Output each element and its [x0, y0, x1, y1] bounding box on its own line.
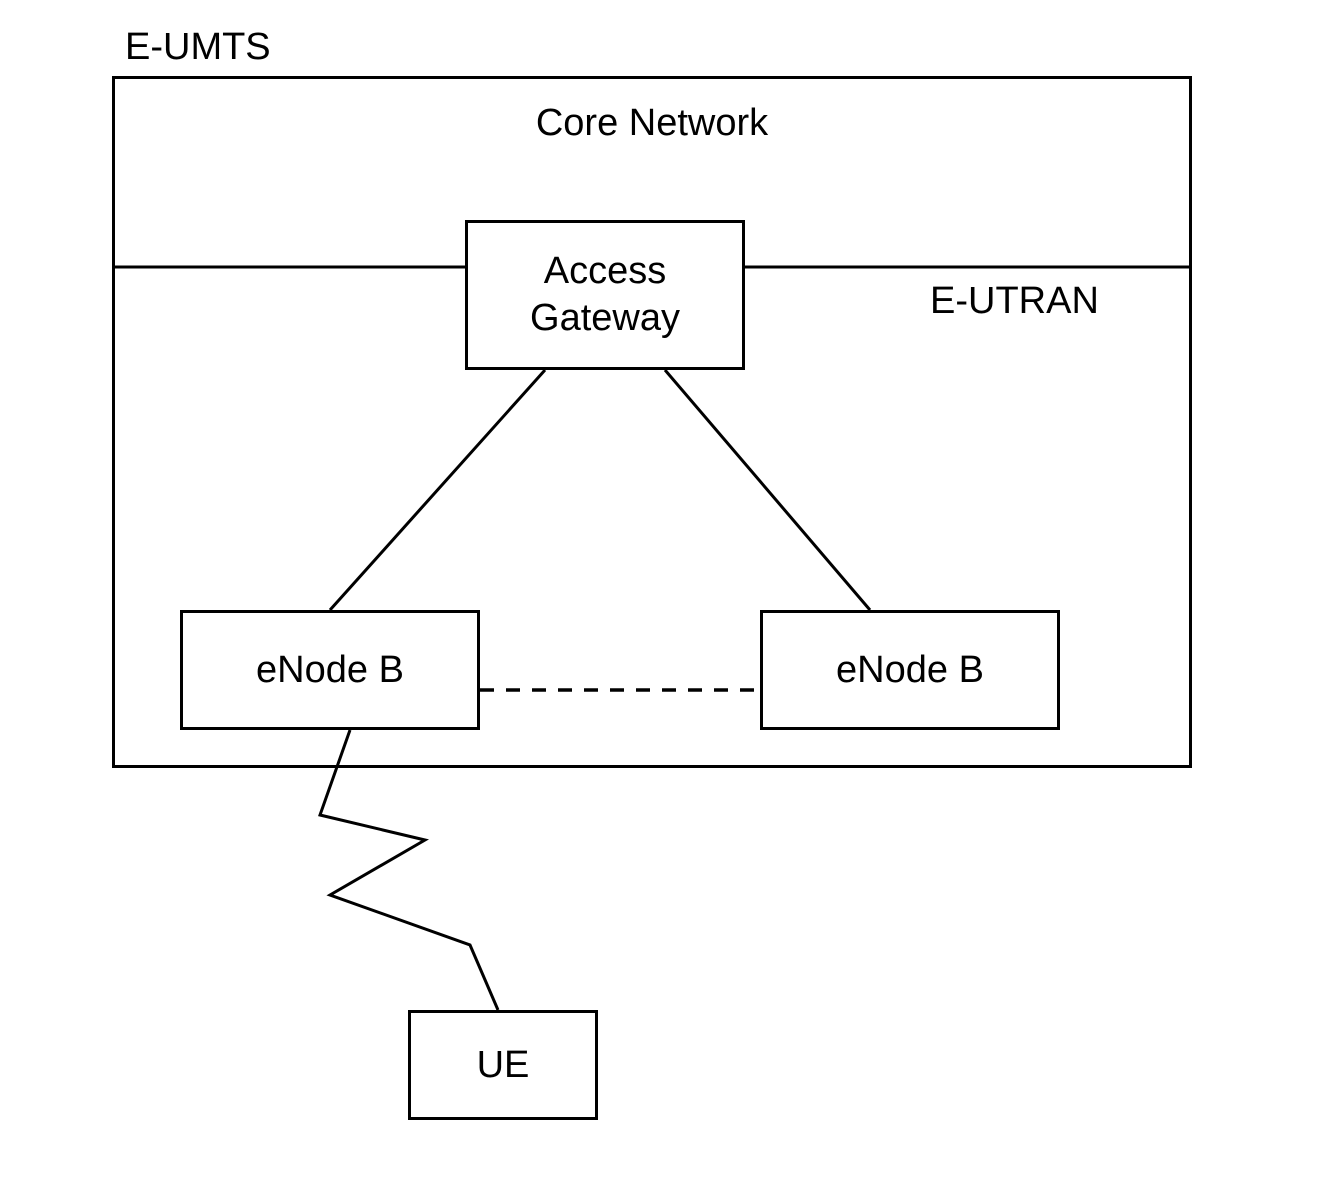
enodeb-left-label: eNode B	[256, 649, 404, 692]
eumts-diagram: E-UMTS Core Network Access Gateway E-UTR…	[0, 0, 1338, 1181]
enodeb-left-box: eNode B	[180, 610, 480, 730]
ue-label: UE	[477, 1044, 530, 1087]
enodeb-right-box: eNode B	[760, 610, 1060, 730]
access-gateway-box: Access Gateway	[465, 220, 745, 370]
access-gateway-text2: Gateway	[530, 297, 680, 339]
eutran-label: E-UTRAN	[930, 280, 1099, 323]
wireless-link	[320, 730, 498, 1010]
core-network-label: Core Network	[112, 102, 1192, 145]
eumts-label: E-UMTS	[125, 26, 271, 69]
access-gateway-text1: Access	[544, 250, 666, 292]
core-network-text: Core Network	[536, 102, 768, 144]
enodeb-right-label: eNode B	[836, 649, 984, 692]
eutran-text: E-UTRAN	[930, 280, 1099, 322]
eumts-text: E-UMTS	[125, 26, 271, 68]
ue-box: UE	[408, 1010, 598, 1120]
access-gateway-label: Access Gateway	[530, 248, 680, 343]
